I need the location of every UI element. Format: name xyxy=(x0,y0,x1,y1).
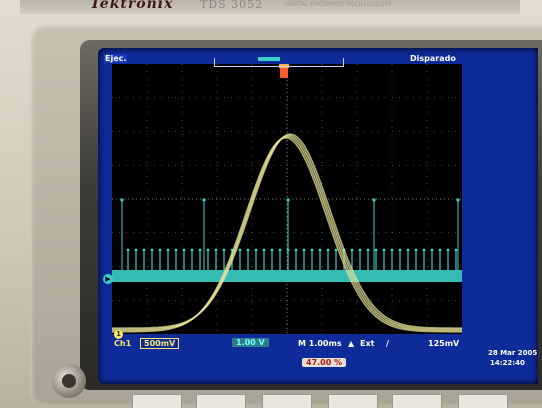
cyan-pulse-tip xyxy=(302,248,306,252)
menu-button-6[interactable] xyxy=(458,394,508,408)
cyan-pulse-tip xyxy=(310,248,314,252)
cyan-pulse-tip xyxy=(294,248,298,252)
ch2-volts-per-div: 1.00 V xyxy=(232,338,269,347)
cyan-pulse-tip xyxy=(222,248,226,252)
yellow-pulse-trace xyxy=(112,133,462,329)
cyan-pulse-tip xyxy=(214,248,218,252)
ch2-ground-marker: ▶ xyxy=(103,274,113,284)
cyan-pulse-tip xyxy=(126,248,130,252)
brand-logo: Tektronix xyxy=(90,0,174,12)
cyan-pulse-tip xyxy=(134,248,138,252)
cyan-pulse-tip xyxy=(422,248,426,252)
menu-button-1[interactable] xyxy=(132,394,182,408)
cyan-pulse-tip xyxy=(382,248,386,252)
trigger-slope-icon: ∕ xyxy=(386,339,389,348)
trigger-status: Disparado xyxy=(410,54,456,63)
trigger-level: 125mV xyxy=(428,339,460,348)
cyan-trace-band xyxy=(112,270,462,282)
cyan-pulse-tip xyxy=(254,248,258,252)
cursor-readout: 47.00 % xyxy=(302,358,347,367)
model-number: TDS 3052 xyxy=(200,0,264,11)
trigger-source: Ext xyxy=(360,339,375,348)
yellow-pulse-trace xyxy=(112,135,462,332)
graticule xyxy=(112,64,462,334)
timebase-readout: M 1.00ms xyxy=(298,339,342,348)
cyan-pulse-tip xyxy=(438,248,442,252)
cyan-pulse-tip xyxy=(350,248,354,252)
cyan-pulse-tip xyxy=(174,248,178,252)
trigger-source-label: ▲ xyxy=(348,339,355,348)
cyan-pulse-tip xyxy=(358,248,362,252)
ch1-ground-marker: 1 xyxy=(114,330,123,339)
menu-button-2[interactable] xyxy=(196,394,246,408)
model-subtitle: DIGITAL PHOSPHOR OSCILLOSCOPE xyxy=(285,1,392,8)
cyan-pulse-tip xyxy=(246,248,250,252)
cyan-pulse-tip xyxy=(334,248,338,252)
cyan-pulse-tip xyxy=(142,248,146,252)
cyan-tall-pulse-tip xyxy=(286,198,290,202)
cyan-pulse-tip xyxy=(446,248,450,252)
cyan-pulse-tip xyxy=(278,248,282,252)
cyan-pulse-tip xyxy=(414,248,418,252)
menu-button-4[interactable] xyxy=(328,394,378,408)
date-readout: 28 Mar 2005 xyxy=(488,349,538,357)
menu-button-3[interactable] xyxy=(262,394,312,408)
cyan-pulse-tip xyxy=(318,248,322,252)
menu-button-5[interactable] xyxy=(392,394,442,408)
record-window-marker xyxy=(258,57,280,61)
yellow-pulse-trace xyxy=(112,134,462,331)
waveform-display xyxy=(112,64,462,334)
cyan-pulse-tip xyxy=(406,248,410,252)
time-readout: 14:22:40 xyxy=(490,359,525,367)
cyan-pulse-tip xyxy=(190,248,194,252)
brand-strip: Tektronix TDS 3052 DIGITAL PHOSPHOR OSCI… xyxy=(20,0,520,14)
cyan-pulse-tip xyxy=(182,248,186,252)
cyan-pulse-tip xyxy=(206,248,210,252)
cyan-pulse-tip xyxy=(366,248,370,252)
cyan-pulse-tip xyxy=(150,248,154,252)
cyan-pulse-tip xyxy=(158,248,162,252)
cyan-pulse-tip xyxy=(166,248,170,252)
run-status: Ejec. xyxy=(104,54,128,63)
cyan-tall-pulse-tip xyxy=(202,198,206,202)
cyan-pulse-tip xyxy=(390,248,394,252)
volts-per-div: 500mV xyxy=(140,338,180,349)
cyan-pulse-tip xyxy=(454,248,458,252)
cyan-pulse-tip xyxy=(198,248,202,252)
cyan-pulse-tip xyxy=(238,248,242,252)
record-bracket xyxy=(214,58,344,67)
cyan-tall-pulse-tip xyxy=(120,198,124,202)
cyan-pulse-tip xyxy=(262,248,266,252)
cyan-pulse-tip xyxy=(430,248,434,252)
cyan-pulse-tip xyxy=(374,248,378,252)
cyan-tall-pulse-tip xyxy=(372,198,376,202)
cyan-pulse-tip xyxy=(398,248,402,252)
cyan-tall-pulse-tip xyxy=(456,198,460,202)
control-knob-cap xyxy=(62,374,76,388)
cyan-pulse-tip xyxy=(326,248,330,252)
cyan-pulse-tip xyxy=(270,248,274,252)
yellow-pulse-trace xyxy=(112,136,462,333)
channel-label: Ch1 xyxy=(114,339,132,348)
